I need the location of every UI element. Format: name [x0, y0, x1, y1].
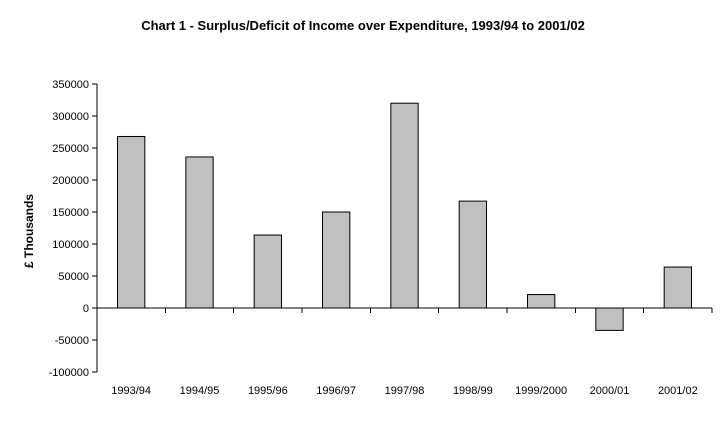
y-tick-label: 0 — [83, 303, 89, 315]
bar-1997-98 — [390, 102, 419, 309]
bar-1993-94 — [117, 135, 146, 309]
x-tick-label: 2001/02 — [658, 385, 698, 397]
y-tick-label: 100000 — [52, 239, 89, 251]
bar-1998-99 — [458, 200, 487, 309]
x-tick-label: 1999/2000 — [515, 385, 567, 397]
bar-2000-01 — [595, 307, 624, 331]
y-axis: -100000 -50000 0 50000 100000 150000 200000 250… — [49, 79, 98, 379]
bar-2001-02 — [663, 266, 693, 309]
x-tick-label: 1993/94 — [111, 385, 151, 397]
y-tick-label: 150000 — [52, 207, 89, 219]
bar-1999-2000 — [527, 294, 556, 309]
y-tick-label: -50000 — [55, 335, 89, 347]
bar-1994-95 — [185, 156, 214, 309]
x-tick-label: 1995/96 — [248, 385, 288, 397]
y-axis-title: £ Thousands — [22, 194, 36, 268]
x-tick-label: 1994/95 — [180, 385, 220, 397]
bar-1995-96 — [253, 234, 283, 309]
y-tick-label: 250000 — [52, 143, 89, 155]
chart-title: Chart 1 - Surplus/Deficit of Income over… — [141, 18, 585, 33]
bar-1996-97 — [322, 211, 351, 309]
y-tick-label: 50000 — [58, 271, 89, 283]
bar-series — [117, 102, 693, 331]
y-tick-label: -100000 — [49, 367, 89, 379]
y-tick-label: 350000 — [52, 79, 89, 91]
x-tick-label: 1996/97 — [316, 385, 356, 397]
x-tick-label: 1997/98 — [385, 385, 425, 397]
y-tick-label: 200000 — [52, 175, 89, 187]
x-axis: 1993/94 1994/95 1995/96 1996/97 1997/98 1998/… — [96, 307, 713, 397]
x-tick-label: 1998/99 — [453, 385, 493, 397]
y-tick-label: 300000 — [52, 111, 89, 123]
x-tick-label: 2000/01 — [590, 385, 630, 397]
